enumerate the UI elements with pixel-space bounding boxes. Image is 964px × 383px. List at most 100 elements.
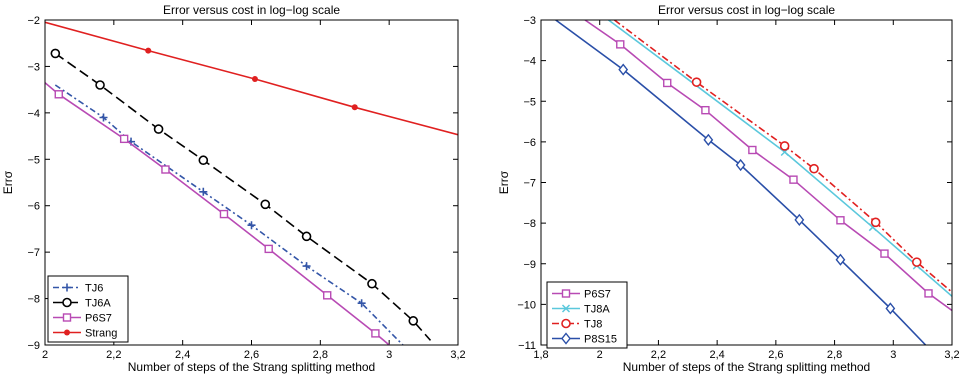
marker-p8s15 — [794, 213, 805, 226]
marker-p8s15 — [835, 253, 846, 266]
y-tick-label: −3 — [523, 15, 536, 27]
marker-tj6a — [95, 80, 105, 90]
marker-p8s15 — [703, 133, 714, 146]
x-tick-label: 2,4 — [709, 349, 724, 361]
legend: TJ6 TJ6A P6S7 Strang — [47, 275, 129, 343]
x-tick-label: 2,6 — [244, 349, 259, 361]
marker-tj6a — [260, 199, 271, 210]
marker-p6s7 — [616, 40, 625, 49]
marker-p6s7 — [880, 249, 889, 258]
marker-tj8 — [809, 163, 819, 174]
marker-p6s7 — [748, 145, 757, 155]
x-tick-label: 3 — [386, 349, 392, 361]
marker-p6s7 — [54, 90, 63, 99]
marker-tj6a — [50, 48, 61, 59]
marker-p6s7 — [119, 134, 129, 144]
chart-title: Error versus cost in log−log scale — [163, 3, 340, 17]
series-line-p8s15 — [555, 20, 927, 345]
legend: P6S7 TJ8A TJ8 P8S15 — [546, 281, 628, 349]
marker-strang — [145, 47, 152, 54]
x-tick-label: 2,4 — [175, 349, 190, 361]
y-tick-label: −6 — [523, 137, 536, 149]
y-tick-label: −10 — [517, 299, 536, 311]
marker-p6s7 — [701, 105, 710, 115]
legend-marker-p8s15 — [561, 332, 571, 345]
marker-p6s7 — [323, 291, 332, 300]
legend-marker-tj6a — [62, 297, 72, 308]
y-tick-label: −3 — [27, 61, 40, 73]
marker-p6s7 — [371, 329, 380, 338]
legend-label-tj6: TJ6 — [85, 283, 103, 295]
right-chart-panel: 1,8 2 2,2 2,4 2,6 2,8 3 3,2 −3 −4 −5 −6 −7 −8 −9 −10 −11… — [497, 3, 960, 374]
plot-frame — [44, 19, 459, 346]
y-tick-label: −9 — [27, 340, 40, 352]
x-tick-label: 3,2 — [450, 349, 465, 361]
legend-box — [47, 275, 129, 343]
marker-p6s7 — [789, 175, 798, 184]
marker-p8s15 — [885, 302, 896, 315]
y-tick-label: −8 — [523, 218, 536, 230]
y-tick-label: −5 — [27, 154, 40, 166]
legend-label-p6s7: P6S7 — [584, 289, 611, 301]
marker-strang — [351, 104, 358, 111]
legend-marker-p6s7 — [62, 313, 72, 322]
legend-marker-strang — [64, 329, 70, 336]
legend-marker-tj8 — [561, 318, 571, 329]
marker-p6s7 — [219, 209, 229, 219]
marker-tj6a — [408, 316, 419, 326]
marker-tj6 — [302, 262, 311, 271]
marker-tj6a — [198, 155, 209, 166]
y-tick-label: −11 — [518, 340, 536, 352]
x-axis-label: Number of steps of the Strang splitting … — [128, 360, 375, 374]
series-line-p6s7 — [584, 20, 952, 312]
marker-tj8 — [691, 77, 702, 87]
x-tick-label: 2,2 — [651, 349, 666, 361]
series-layer — [45, 21, 458, 345]
chart-title: Error versus cost in log−log scale — [658, 3, 835, 17]
marker-tj8 — [870, 217, 881, 228]
marker-p6s7 — [924, 289, 933, 298]
y-tick-label: −9 — [523, 259, 536, 271]
x-tick-label: 2,6 — [768, 349, 783, 361]
legend-label-tj8: TJ8 — [584, 319, 602, 331]
marker-tj6a — [153, 124, 164, 134]
marker-p6s7 — [264, 244, 273, 254]
x-tick-label: 1,8 — [533, 349, 548, 361]
legend-marker-p6s7 — [561, 289, 571, 298]
legend-marker-tj6 — [63, 283, 71, 292]
x-tick-label: 3,2 — [944, 349, 959, 361]
series-layer — [555, 20, 952, 345]
marker-tj8 — [911, 257, 922, 267]
y-tick-label: −6 — [27, 201, 40, 213]
legend-label-tj8a: TJ8A — [584, 304, 610, 316]
marker-tj6 — [99, 113, 108, 122]
x-tick-label: 2 — [597, 349, 603, 361]
y-tick-label: −7 — [523, 178, 536, 190]
x-tick-label: 2,2 — [106, 349, 121, 361]
marker-p8s15 — [618, 63, 629, 76]
series-line-tj6 — [54, 84, 404, 345]
y-tick-label: −7 — [27, 247, 40, 259]
marker-p6s7 — [663, 78, 672, 88]
y-axis-label: Errσ — [1, 170, 15, 194]
y-axis-label: Errσ — [497, 170, 511, 194]
y-tick-label: −5 — [523, 96, 536, 108]
legend-marker-tj8a — [561, 304, 571, 313]
y-tick-label: −8 — [27, 294, 40, 306]
legend-label-p6s7: P6S7 — [85, 313, 112, 325]
y-tick-label: −4 — [523, 56, 536, 68]
legend-label-tj6a: TJ6A — [85, 298, 111, 310]
legend-label-p8s15: P8S15 — [584, 334, 617, 346]
x-tick-label: 3 — [890, 349, 896, 361]
marker-tj6 — [199, 187, 208, 196]
plot-frame — [540, 19, 953, 346]
marker-tj6a — [367, 278, 377, 289]
marker-tj8 — [779, 141, 790, 151]
marker-tj6 — [247, 221, 256, 230]
marker-p8s15 — [735, 158, 746, 172]
marker-tj6 — [357, 299, 366, 308]
marker-tj6a — [301, 231, 312, 242]
x-tick-label: 2 — [42, 349, 48, 361]
marker-strang — [251, 75, 258, 82]
